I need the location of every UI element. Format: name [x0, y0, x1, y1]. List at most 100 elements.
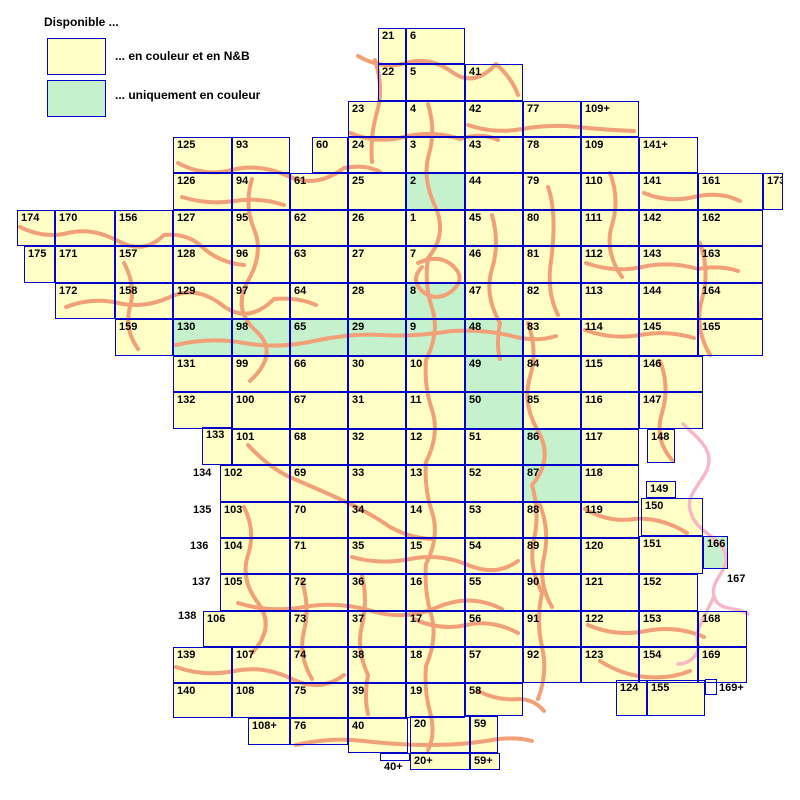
- map-cell-3[interactable]: 3: [406, 137, 465, 173]
- map-cell-42[interactable]: 42: [465, 101, 523, 137]
- map-cell-49[interactable]: 49: [465, 356, 523, 392]
- map-cell-130[interactable]: 130: [173, 319, 232, 356]
- map-cell-173[interactable]: 173: [763, 173, 783, 210]
- map-cell-126[interactable]: 126: [173, 173, 232, 210]
- map-cell-103[interactable]: 103: [220, 502, 290, 538]
- map-cell-83[interactable]: 83: [523, 319, 581, 356]
- map-cell-31[interactable]: 31: [348, 392, 406, 429]
- map-cell-124[interactable]: 124: [616, 680, 647, 716]
- map-cell-119[interactable]: 119: [581, 502, 639, 538]
- map-cell-5[interactable]: 5: [406, 64, 465, 101]
- map-cell-89[interactable]: 89: [523, 538, 581, 574]
- map-cell-155[interactable]: 155: [647, 680, 705, 716]
- map-cell-157[interactable]: 157: [115, 246, 173, 283]
- map-cell-153[interactable]: 153: [639, 611, 698, 647]
- map-cell-68[interactable]: 68: [290, 429, 348, 465]
- map-cell-101[interactable]: 101: [232, 429, 290, 465]
- map-cell-82[interactable]: 82: [523, 283, 581, 319]
- map-cell-22[interactable]: 22: [378, 64, 406, 101]
- map-cell-12[interactable]: 12: [406, 429, 465, 465]
- map-cell-161[interactable]: 161: [698, 173, 763, 210]
- map-cell-108+[interactable]: 108+: [248, 718, 290, 745]
- map-cell-66[interactable]: 66: [290, 356, 348, 392]
- map-cell-53[interactable]: 53: [465, 502, 523, 538]
- map-cell-174[interactable]: 174: [17, 210, 55, 246]
- map-cell-21[interactable]: 21: [378, 28, 406, 64]
- map-cell-69[interactable]: 69: [290, 465, 348, 502]
- map-cell-27[interactable]: 27: [348, 246, 406, 283]
- map-cell-166[interactable]: 166: [703, 536, 728, 569]
- map-cell-85[interactable]: 85: [523, 392, 581, 429]
- map-cell-121[interactable]: 121: [581, 574, 639, 611]
- map-cell-51[interactable]: 51: [465, 429, 523, 465]
- map-cell-23[interactable]: 23: [348, 101, 406, 137]
- map-cell-108[interactable]: 108: [232, 683, 290, 718]
- map-cell-78[interactable]: 78: [523, 137, 581, 173]
- map-cell-20+[interactable]: 20+: [410, 753, 470, 770]
- map-cell-107[interactable]: 107: [232, 647, 290, 683]
- map-cell-93[interactable]: 93: [232, 137, 290, 173]
- map-cell-56[interactable]: 56: [465, 611, 523, 647]
- map-cell-41[interactable]: 41: [465, 64, 523, 101]
- map-cell-118[interactable]: 118: [581, 465, 639, 502]
- map-cell-67[interactable]: 67: [290, 392, 348, 429]
- map-cell-11[interactable]: 11: [406, 392, 465, 429]
- map-cell-141+[interactable]: 141+: [639, 137, 698, 173]
- map-cell-43[interactable]: 43: [465, 137, 523, 173]
- map-cell-26[interactable]: 26: [348, 210, 406, 246]
- map-cell-106[interactable]: 106: [203, 611, 290, 647]
- map-cell-47[interactable]: 47: [465, 283, 523, 319]
- map-cell-14[interactable]: 14: [406, 502, 465, 538]
- map-cell-140[interactable]: 140: [173, 683, 232, 718]
- map-cell-71[interactable]: 71: [290, 538, 348, 574]
- map-cell-29[interactable]: 29: [348, 319, 406, 356]
- map-cell-148[interactable]: 148: [647, 429, 675, 463]
- map-cell-28[interactable]: 28: [348, 283, 406, 319]
- map-cell-33[interactable]: 33: [348, 465, 406, 502]
- map-cell-152[interactable]: 152: [639, 574, 698, 611]
- map-cell-98[interactable]: 98: [232, 319, 290, 356]
- map-cell-87[interactable]: 87: [523, 465, 581, 502]
- map-cell-73[interactable]: 73: [290, 611, 348, 647]
- map-cell-162[interactable]: 162: [698, 210, 763, 246]
- map-cell-76[interactable]: 76: [290, 718, 348, 745]
- map-cell-90[interactable]: 90: [523, 574, 581, 611]
- map-cell-19[interactable]: 19: [406, 683, 465, 718]
- map-cell-91[interactable]: 91: [523, 611, 581, 647]
- map-cell-59+[interactable]: 59+: [470, 753, 500, 770]
- map-cell-116[interactable]: 116: [581, 392, 639, 429]
- map-cell-100[interactable]: 100: [232, 392, 290, 429]
- map-cell-104[interactable]: 104: [220, 538, 290, 574]
- map-cell-142[interactable]: 142: [639, 210, 698, 246]
- map-cell-128[interactable]: 128: [173, 246, 232, 283]
- map-cell-38[interactable]: 38: [348, 647, 406, 683]
- map-cell-77[interactable]: 77: [523, 101, 581, 137]
- map-cell-147[interactable]: 147: [639, 392, 703, 429]
- map-cell-39[interactable]: 39: [348, 683, 406, 718]
- map-cell-132[interactable]: 132: [173, 392, 232, 429]
- map-cell-175[interactable]: 175: [24, 246, 55, 283]
- map-cell-13[interactable]: 13: [406, 465, 465, 502]
- map-cell-86[interactable]: 86: [523, 429, 581, 465]
- map-cell-139[interactable]: 139: [173, 647, 232, 683]
- map-cell-35[interactable]: 35: [348, 538, 406, 574]
- map-cell-17[interactable]: 17: [406, 611, 465, 647]
- map-cell-94[interactable]: 94: [232, 173, 290, 210]
- map-cell-171[interactable]: 171: [55, 246, 115, 283]
- map-cell-143[interactable]: 143: [639, 246, 698, 283]
- map-cell-170[interactable]: 170: [55, 210, 115, 246]
- map-cell-72[interactable]: 72: [290, 574, 348, 611]
- map-cell-141[interactable]: 141: [639, 173, 698, 210]
- map-cell-15[interactable]: 15: [406, 538, 465, 574]
- map-cell-105[interactable]: 105: [220, 574, 290, 611]
- map-cell-4[interactable]: 4: [406, 101, 465, 137]
- map-cell-109[interactable]: 109: [581, 137, 639, 173]
- map-cell-46[interactable]: 46: [465, 246, 523, 283]
- map-cell-44[interactable]: 44: [465, 173, 523, 210]
- map-cell-159[interactable]: 159: [115, 319, 173, 356]
- map-cell-110[interactable]: 110: [581, 173, 639, 210]
- map-cell-99[interactable]: 99: [232, 356, 290, 392]
- map-cell-48[interactable]: 48: [465, 319, 523, 356]
- map-cell-59[interactable]: 59: [470, 716, 498, 753]
- map-cell-102[interactable]: 102: [220, 465, 290, 502]
